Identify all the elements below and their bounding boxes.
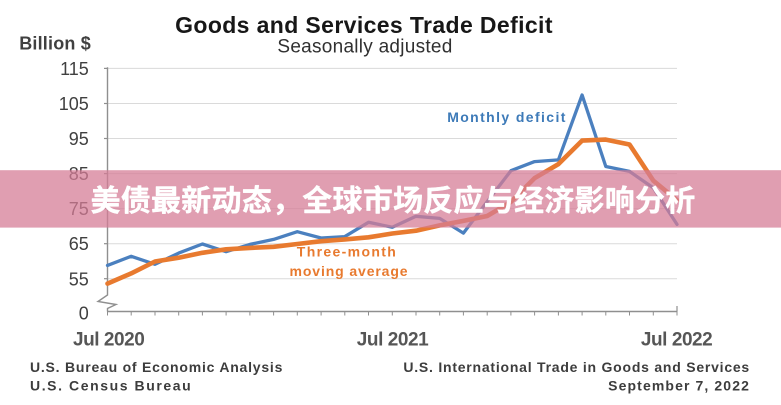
- svg-text:Three-month: Three-month: [297, 244, 397, 260]
- svg-text:105: 105: [59, 94, 89, 114]
- svg-text:0: 0: [79, 303, 89, 323]
- svg-text:Goods and Services Trade Defic: Goods and Services Trade Deficit: [175, 12, 553, 38]
- svg-text:U.S. Bureau of Economic Analys: U.S. Bureau of Economic Analysis: [30, 359, 283, 375]
- svg-text:Seasonally adjusted: Seasonally adjusted: [277, 36, 452, 57]
- svg-text:55: 55: [69, 269, 89, 289]
- svg-text:Jul 2022: Jul 2022: [641, 329, 712, 350]
- svg-text:U.S. International Trade in Go: U.S. International Trade in Goods and Se…: [403, 359, 750, 375]
- svg-text:September 7, 2022: September 7, 2022: [608, 378, 750, 394]
- svg-text:95: 95: [69, 129, 89, 149]
- svg-text:moving average: moving average: [290, 263, 409, 279]
- svg-text:Monthly deficit: Monthly deficit: [447, 109, 567, 125]
- svg-text:Billion $: Billion $: [19, 33, 91, 53]
- svg-text:Jul 2021: Jul 2021: [357, 329, 429, 350]
- svg-text:65: 65: [69, 234, 89, 254]
- svg-text:U.S. Census Bureau: U.S. Census Bureau: [30, 378, 192, 394]
- svg-text:Jul 2020: Jul 2020: [73, 329, 144, 350]
- svg-text:115: 115: [60, 59, 89, 79]
